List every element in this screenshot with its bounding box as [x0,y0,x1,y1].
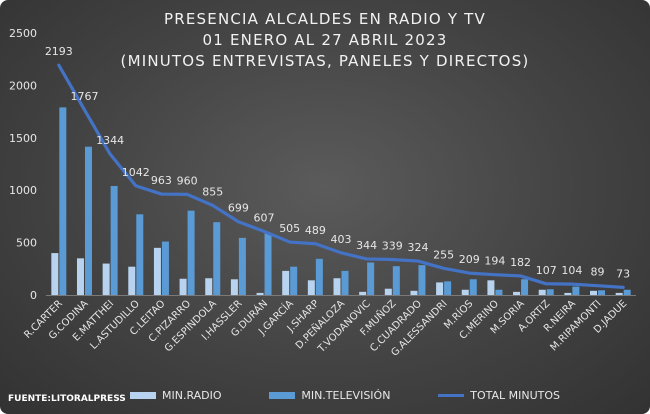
bar-tv [315,258,323,295]
bar-tv [213,222,221,295]
title-line-1: PRESENCIA ALCALDES EN RADIO Y TV [164,10,486,28]
bar-radio [307,280,315,295]
bar-radio [179,278,187,295]
data-label: 960 [177,174,198,187]
data-label: 1344 [96,134,124,147]
bar-tv [238,237,246,295]
data-label: 1042 [122,166,150,179]
legend-label-total: TOTAL MINUTOS [470,388,560,402]
bar-tv [136,214,144,295]
bar-tv [572,286,580,295]
data-label: 607 [254,211,275,224]
bar-tv [392,266,400,295]
legend-label-tv: MIN.TELEVISIÓN [301,388,391,402]
legend-item-tv: MIN.TELEVISIÓN [269,389,390,402]
bar-tv [290,266,298,295]
data-label: 699 [228,202,249,215]
legend-item-radio: MIN.RADIO [130,389,222,402]
y-tick-label: 2000 [9,79,37,92]
bar-radio [487,280,495,295]
bar-radio [333,278,341,295]
data-label: 2193 [45,45,73,58]
bar-tv [187,210,195,295]
bar-radio [538,289,546,295]
bar-tv [623,289,631,295]
bar-radio [410,290,418,295]
title-line-3: (MINUTOS ENTREVISTAS, PANELES Y DIRECTOS… [120,52,530,70]
bar-tv [161,241,169,295]
title-line-2: 01 ENERO AL 27 ABRIL 2023 [202,31,448,49]
legend-swatch-radio [130,391,156,399]
bar-radio [359,291,367,295]
y-tick-label: 500 [16,237,37,250]
bar-tv [495,289,503,295]
bar-tv [59,107,67,296]
data-label: 339 [382,239,403,252]
bar-tv [598,290,606,295]
y-tick-label: 0 [30,289,37,302]
y-tick-label: 1000 [9,184,37,197]
legend-item-total: TOTAL MINUTOS [438,389,560,402]
bar-tv [110,186,118,295]
chart-title: PRESENCIA ALCALDES EN RADIO Y TV 01 ENER… [0,9,650,72]
bar-radio [461,289,469,295]
source-note: FUENTE:LITORALPRESS [8,394,126,404]
bar-radio [564,292,572,295]
legend-swatch-total [438,393,465,397]
bar-tv [444,281,452,295]
data-label: 1767 [70,90,98,103]
bar-tv [264,233,272,295]
data-label: 344 [356,239,377,252]
bar-radio [102,263,110,295]
y-tick-label: 2500 [9,27,37,40]
data-label: 73 [616,267,630,280]
data-label: 89 [591,266,605,279]
data-label: 855 [202,185,223,198]
data-label: 104 [561,264,582,277]
data-label: 489 [305,224,326,237]
data-label: 107 [536,264,557,277]
bar-radio [51,253,59,295]
data-label: 255 [433,248,454,261]
bar-tv [367,262,375,295]
y-tick-label: 1500 [9,132,37,145]
data-label: 505 [279,222,300,235]
bar-radio [590,290,598,295]
bar-radio [230,279,238,295]
total-line [57,63,625,289]
bar-radio [153,247,161,295]
data-label: 403 [331,233,352,246]
bar-radio [436,282,444,295]
bar-tv [546,289,554,295]
bar-tv [521,279,529,295]
bar-tv [84,146,92,295]
data-label: 182 [510,256,531,269]
bar-radio [615,292,623,295]
bar-radio [282,270,290,295]
legend: MIN.RADIO MIN.TELEVISIÓN TOTAL MINUTOS [130,385,560,405]
data-label: 324 [407,241,428,254]
data-label: 194 [484,255,505,268]
bar-radio [128,266,136,295]
data-label: 209 [459,253,480,266]
bar-radio [513,291,521,295]
bar-tv [341,270,349,295]
bar-radio [384,288,392,295]
bar-radio [256,292,264,295]
bar-radio [205,278,213,295]
legend-label-radio: MIN.RADIO [162,388,222,402]
bar-tv [469,279,477,295]
legend-swatch-tv [269,391,296,399]
data-label: 963 [151,174,172,187]
bar-radio [76,258,84,295]
bar-tv [418,265,426,295]
